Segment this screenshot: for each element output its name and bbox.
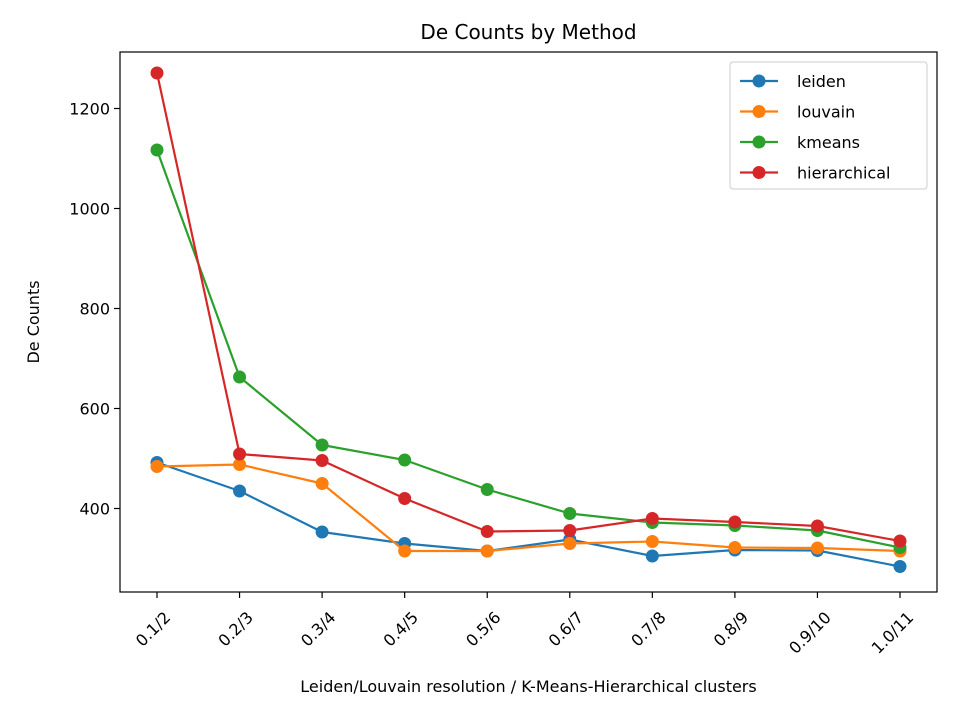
legend-marker [752, 135, 766, 149]
data-point-hierarchical [398, 492, 412, 505]
x-tick-label: 0.6/7 [545, 608, 587, 650]
legend-label: leiden [797, 72, 846, 91]
data-point-leiden [233, 484, 247, 498]
x-axis: 0.1/2 0.2/3 0.3/4 0.4/5 0.5/6 0.6/7 0.7/8 0.8/9… [132, 592, 917, 658]
x-tick-label: 0.8/9 [710, 608, 752, 650]
data-point-leiden [645, 549, 659, 563]
data-point-louvain [480, 544, 494, 558]
data-point-kmeans [315, 438, 329, 452]
data-point-hierarchical [810, 519, 824, 533]
data-point-louvain [645, 535, 659, 548]
series-line-kmeans [155, 149, 901, 549]
legend-marker [752, 105, 766, 118]
legend-marker [752, 166, 766, 179]
series-louvain [150, 458, 907, 558]
y-tick-label: 800 [79, 300, 110, 319]
data-point-kmeans [480, 483, 494, 496]
x-tick-label: 1.0/11 [868, 608, 918, 658]
legend-item-leiden: leiden [740, 72, 846, 91]
series-leiden [150, 456, 907, 573]
y-axis: 400 600 800 1000 1200 [69, 100, 120, 519]
y-tick-label: 400 [79, 500, 110, 519]
data-point-louvain [315, 477, 329, 490]
legend: leiden louvain kmeans hierarchical [729, 61, 928, 190]
data-point-hierarchical [893, 534, 907, 548]
series-line-hierarchical [155, 72, 901, 543]
legend-box [729, 61, 928, 190]
legend-item-kmeans: kmeans [740, 133, 860, 152]
data-point-leiden [893, 560, 907, 573]
data-point-hierarchical [728, 515, 742, 529]
series-line-louvain [156, 463, 901, 553]
y-tick-label: 1200 [69, 100, 110, 119]
legend-marker [752, 74, 766, 88]
data-point-kmeans [233, 370, 247, 384]
x-tick-label: 0.5/6 [462, 608, 504, 650]
plot-area [119, 51, 938, 593]
legend-label: louvain [797, 103, 855, 122]
x-tick-label: 0.3/4 [297, 608, 339, 650]
series-hierarchical [150, 66, 907, 548]
data-point-hierarchical [233, 447, 247, 461]
data-point-kmeans [563, 507, 577, 520]
series-kmeans [150, 143, 907, 554]
series-line-leiden [156, 461, 901, 568]
plot-frame [119, 51, 938, 593]
data-point-leiden [315, 525, 329, 539]
data-point-hierarchical [563, 524, 577, 537]
x-axis-label: Leiden/Louvain resolution / K-Means-Hier… [300, 677, 756, 696]
y-tick-label: 600 [79, 400, 110, 419]
data-point-hierarchical [315, 454, 329, 467]
data-point-louvain [563, 537, 577, 550]
y-axis-label: De Counts [24, 280, 43, 363]
x-tick-label: 0.4/5 [380, 608, 422, 650]
data-point-hierarchical [150, 66, 164, 80]
chart-title: De Counts by Method [420, 20, 636, 44]
legend-item-hierarchical: hierarchical [740, 164, 890, 183]
x-tick-label: 0.1/2 [132, 608, 174, 650]
x-tick-label: 0.7/8 [627, 608, 669, 650]
data-point-hierarchical [645, 512, 659, 525]
data-point-louvain [810, 541, 824, 555]
legend-label: kmeans [797, 133, 860, 152]
data-point-hierarchical [480, 525, 494, 538]
legend-item-louvain: louvain [740, 103, 855, 122]
x-tick-label: 0.2/3 [214, 608, 256, 650]
x-tick-label: 0.9/10 [785, 608, 835, 658]
data-point-louvain [398, 544, 412, 558]
data-point-louvain [233, 458, 247, 471]
y-tick-label: 1000 [69, 200, 110, 219]
data-point-kmeans [398, 453, 412, 467]
data-point-kmeans [150, 143, 164, 157]
data-point-louvain [728, 541, 742, 554]
data-point-louvain [150, 460, 164, 473]
legend-label: hierarchical [797, 164, 890, 183]
